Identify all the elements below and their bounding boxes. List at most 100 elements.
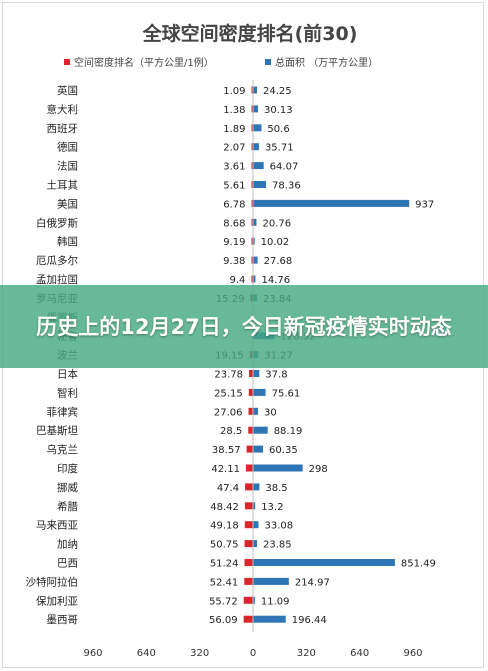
area-value-label: 10.02 <box>261 237 290 248</box>
area-value-label: 11.09 <box>261 596 290 607</box>
legend-swatch-area <box>265 59 271 65</box>
density-value-label: 9.4 <box>230 275 246 286</box>
category-label: 墨西哥 <box>47 614 79 626</box>
density-value-label: 55.72 <box>209 596 238 607</box>
density-value-label: 9.19 <box>223 237 245 248</box>
category-label: 挪威 <box>57 481 78 494</box>
area-bar <box>253 540 257 548</box>
area-value-label: 33.08 <box>265 521 294 532</box>
density-bar <box>251 86 253 94</box>
legend: 空间密度排名（平方公里/1例） 总面积 （万平方公里） <box>64 56 378 69</box>
category-label: 菲律宾 <box>47 405 79 418</box>
density-value-label: 42.11 <box>211 464 240 475</box>
category-label: 意大利 <box>47 103 79 116</box>
density-bar <box>248 407 253 415</box>
density-bars <box>243 86 253 623</box>
density-bar <box>243 615 253 623</box>
area-bar <box>253 86 258 94</box>
area-bars <box>253 86 410 623</box>
category-label: 韩国 <box>57 235 78 248</box>
category-label: 西班牙 <box>47 123 79 135</box>
category-label: 保加利亚 <box>36 594 78 607</box>
density-bar <box>251 162 253 170</box>
density-value-label: 6.78 <box>223 199 245 210</box>
area-bar <box>253 124 262 132</box>
category-label: 法国 <box>57 160 78 173</box>
headline-text: 历史上的12月27日，今日新冠疫情实时动态 <box>36 314 452 339</box>
category-label: 加纳 <box>57 538 78 551</box>
density-bar <box>251 256 253 264</box>
area-value-label: 937 <box>415 199 434 210</box>
density-bar <box>248 388 253 396</box>
density-bar <box>244 577 253 585</box>
category-label: 巴基斯坦 <box>36 424 78 437</box>
area-bar <box>253 237 255 245</box>
density-value-label: 23.78 <box>214 370 243 381</box>
category-label: 厄瓜多尔 <box>36 254 78 267</box>
area-bar <box>253 388 266 396</box>
area-value-label: 27.68 <box>264 256 293 267</box>
legend-label-area: 总面积 （万平方公里） <box>275 56 378 69</box>
density-value-label: 3.61 <box>223 162 245 173</box>
area-value-label: 14.76 <box>261 275 290 286</box>
area-value-label: 23.85 <box>263 540 292 551</box>
category-label: 日本 <box>57 368 78 381</box>
density-bar <box>251 143 253 151</box>
density-value-label: 25.15 <box>214 388 243 399</box>
density-bar <box>244 559 253 566</box>
area-bar <box>253 181 267 188</box>
x-tick-label: 640 <box>350 648 369 659</box>
density-value-label: 52.41 <box>210 577 239 588</box>
area-value-label: 88.19 <box>274 426 303 437</box>
category-label: 土耳其 <box>47 179 79 192</box>
density-value-labels: 1.09 1.38 1.89 2.07 3.61 5.61 6.78 8.68 9.19 9.38… <box>209 86 245 626</box>
area-value-label: 35.71 <box>265 143 294 154</box>
area-bar <box>253 521 259 529</box>
density-bar <box>243 596 253 604</box>
density-bar <box>251 237 253 245</box>
category-label: 孟加拉国 <box>36 273 78 286</box>
category-label: 美国 <box>57 197 78 210</box>
density-bar <box>251 275 253 283</box>
category-label: 乌克兰 <box>47 443 79 456</box>
density-bar <box>251 218 253 226</box>
x-tick-label: 960 <box>403 648 422 659</box>
category-label: 巴西 <box>57 558 78 570</box>
area-bar <box>253 218 257 226</box>
area-value-label: 75.61 <box>272 388 301 399</box>
area-value-label: 30 <box>264 407 277 418</box>
density-bar <box>245 464 253 472</box>
area-value-label: 24.25 <box>263 86 292 97</box>
category-label: 印度 <box>57 462 78 475</box>
density-value-label: 5.61 <box>223 181 245 192</box>
category-label: 英国 <box>57 84 78 97</box>
density-value-label: 56.09 <box>209 615 238 626</box>
area-bar <box>253 577 289 585</box>
density-value-label: 27.06 <box>214 407 243 418</box>
area-bar <box>253 483 260 491</box>
area-value-label: 298 <box>309 464 328 475</box>
area-bar <box>253 105 259 113</box>
legend-label-density: 空间密度排名（平方公里/1例） <box>74 56 214 69</box>
density-value-label: 38.57 <box>212 445 241 456</box>
density-value-label: 2.07 <box>223 143 245 154</box>
area-bar <box>253 464 303 472</box>
area-bar <box>253 407 258 415</box>
density-bar <box>246 445 253 453</box>
density-bar <box>244 540 253 548</box>
x-tick-label: 960 <box>83 648 102 659</box>
category-label: 白俄罗斯 <box>36 216 78 229</box>
legend-swatch-density <box>64 59 70 65</box>
area-value-label: 78.36 <box>272 181 301 192</box>
area-bar <box>253 162 264 170</box>
x-tick-label: 0 <box>250 648 256 659</box>
category-label: 沙特阿拉伯 <box>26 575 79 588</box>
category-label: 马来西亚 <box>36 520 78 532</box>
density-value-label: 51.24 <box>210 559 239 570</box>
density-bar <box>251 124 253 132</box>
area-bar <box>253 559 395 566</box>
area-value-label: 30.13 <box>264 105 293 116</box>
category-label: 希腊 <box>57 500 78 513</box>
chart-title: 全球空间密度排名(前30) <box>142 22 358 45</box>
